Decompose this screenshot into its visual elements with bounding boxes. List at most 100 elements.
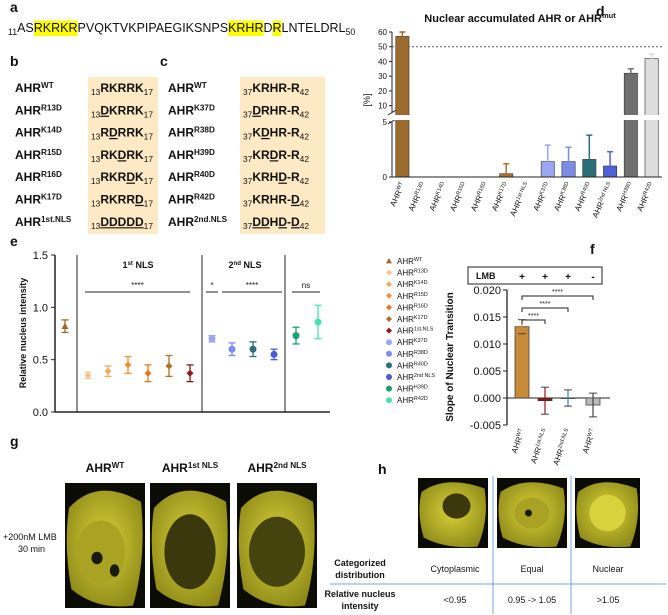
sequence-segment: D bbox=[291, 193, 300, 207]
legend-label-sup: R42D bbox=[414, 396, 428, 402]
marker bbox=[386, 374, 392, 380]
legend-label-base: AHR bbox=[397, 327, 414, 336]
variant-name-base: AHR bbox=[168, 126, 194, 140]
treatment-label: +200nM LMB bbox=[3, 532, 57, 542]
legend-label: AHRWT bbox=[397, 257, 423, 266]
variant-name-sup: R16D bbox=[41, 170, 62, 179]
significance-label: **** bbox=[246, 281, 258, 290]
sequence-segment: D bbox=[291, 215, 300, 229]
treatment-label: 30 min bbox=[18, 544, 45, 554]
marker bbox=[314, 318, 322, 326]
treatment-value: + bbox=[519, 272, 525, 283]
sequence-start: 37 bbox=[243, 132, 253, 142]
variant-name: AHRK37D bbox=[168, 103, 215, 118]
table-cell: Equal bbox=[520, 564, 543, 574]
y-tick-label: 0.5 bbox=[33, 355, 48, 367]
significance-label: * bbox=[210, 281, 213, 290]
sequence-segment: RRK bbox=[118, 126, 144, 140]
sequence-segment: RHR-R bbox=[261, 103, 300, 117]
sequence-segment: D bbox=[135, 193, 144, 207]
sequence-segment: RKRKR bbox=[34, 21, 78, 35]
sequence-end: 42 bbox=[300, 87, 310, 97]
variant-name-base: AHR bbox=[168, 215, 194, 229]
bar bbox=[514, 326, 530, 399]
y-tick-label: 40 bbox=[378, 57, 387, 66]
column-header-sup: WT bbox=[112, 461, 125, 470]
variant-name-base: AHR bbox=[168, 193, 194, 207]
y-tick-label: 60 bbox=[378, 28, 387, 37]
legend-label-base: AHR bbox=[397, 338, 414, 347]
nucleus bbox=[442, 493, 471, 519]
nucleus bbox=[109, 564, 120, 577]
sequence-end: 17 bbox=[144, 176, 154, 186]
y-axis-label: [%] bbox=[362, 93, 372, 106]
group-label-base: 2 bbox=[229, 260, 234, 270]
row-label: distribution bbox=[335, 570, 385, 580]
y-tick-label: 20 bbox=[378, 87, 387, 96]
legend-label-base: AHR bbox=[397, 269, 414, 278]
marker bbox=[386, 316, 392, 322]
variant-name-sup: WT bbox=[41, 81, 54, 90]
marker bbox=[386, 362, 392, 369]
column-header: AHRWT bbox=[86, 461, 125, 476]
panel-label: d bbox=[596, 3, 605, 19]
legend-label-base: AHR bbox=[397, 303, 414, 312]
treatment-value: + bbox=[542, 272, 548, 283]
marker bbox=[186, 369, 194, 377]
marker bbox=[386, 304, 392, 311]
variant-name: AHRR13D bbox=[15, 103, 62, 118]
sequence-start: 37 bbox=[243, 221, 253, 231]
sequence-segment: KRHR-R bbox=[252, 81, 300, 95]
group-label: 2nd NLS bbox=[229, 260, 262, 271]
y-tick-label: 30 bbox=[378, 72, 387, 81]
y-tick-label: 1.5 bbox=[33, 250, 48, 262]
sequence-start: 37 bbox=[243, 199, 253, 209]
title-text: Nuclear accumulated AHR or AHR bbox=[424, 13, 602, 25]
legend-label-sup: R40D bbox=[414, 361, 428, 367]
group-label-rest: NLS bbox=[241, 260, 262, 270]
highlight bbox=[228, 20, 264, 36]
marker bbox=[84, 371, 92, 379]
variant-name-sup: 2nd.NLS bbox=[194, 214, 228, 223]
significance-bracket bbox=[521, 307, 569, 312]
x-tick-label-sup: K37D bbox=[539, 181, 550, 196]
panel-label: c bbox=[160, 53, 168, 69]
sequence-end: 42 bbox=[300, 176, 310, 186]
panel-label: h bbox=[378, 461, 387, 477]
sequence-end: 17 bbox=[144, 199, 154, 209]
sequence-start: 37 bbox=[243, 154, 253, 164]
sequence-segment: K bbox=[135, 170, 144, 184]
sequence-end: 17 bbox=[144, 109, 154, 119]
y-tick-label: 0.010 bbox=[473, 339, 501, 351]
marker bbox=[386, 327, 392, 334]
column-header-base: AHR bbox=[247, 461, 273, 475]
sequence-segment: PVQKTVKPIPAEGIKSNPS bbox=[78, 21, 229, 35]
x-tick-label-sup: K14D bbox=[435, 181, 446, 196]
variant-name-base: AHR bbox=[15, 170, 41, 184]
legend-label-base: AHR bbox=[397, 257, 414, 266]
variant-name-base: AHR bbox=[15, 215, 41, 229]
significance-label: ns bbox=[302, 281, 310, 290]
legend-label: AHRR15D bbox=[397, 292, 428, 301]
x-tick-label-sup: R42D bbox=[642, 181, 653, 196]
sequence-start: 13 bbox=[91, 154, 101, 164]
bar bbox=[623, 72, 638, 178]
sequence-segment: D bbox=[118, 148, 127, 162]
variant-name: AHRR15D bbox=[15, 147, 62, 162]
axis-break bbox=[387, 109, 397, 116]
sequence-segment: KRHR bbox=[228, 21, 263, 35]
sequence-segment: RKRR bbox=[100, 193, 135, 207]
x-tick-label-sup: R13D bbox=[414, 181, 425, 196]
sequence-end: 42 bbox=[300, 109, 310, 119]
marker bbox=[208, 335, 216, 343]
nucleus bbox=[589, 494, 626, 532]
legend-label: AHRR42D bbox=[397, 396, 428, 405]
significance-bracket bbox=[521, 295, 594, 300]
variant-name-sup: R40D bbox=[194, 170, 215, 179]
marker bbox=[386, 258, 392, 264]
legend-label-sup: R16D bbox=[414, 303, 428, 309]
y-tick-label: 0 bbox=[383, 173, 388, 182]
sequence-box bbox=[88, 77, 158, 234]
sequence-segment: -R bbox=[287, 170, 300, 184]
